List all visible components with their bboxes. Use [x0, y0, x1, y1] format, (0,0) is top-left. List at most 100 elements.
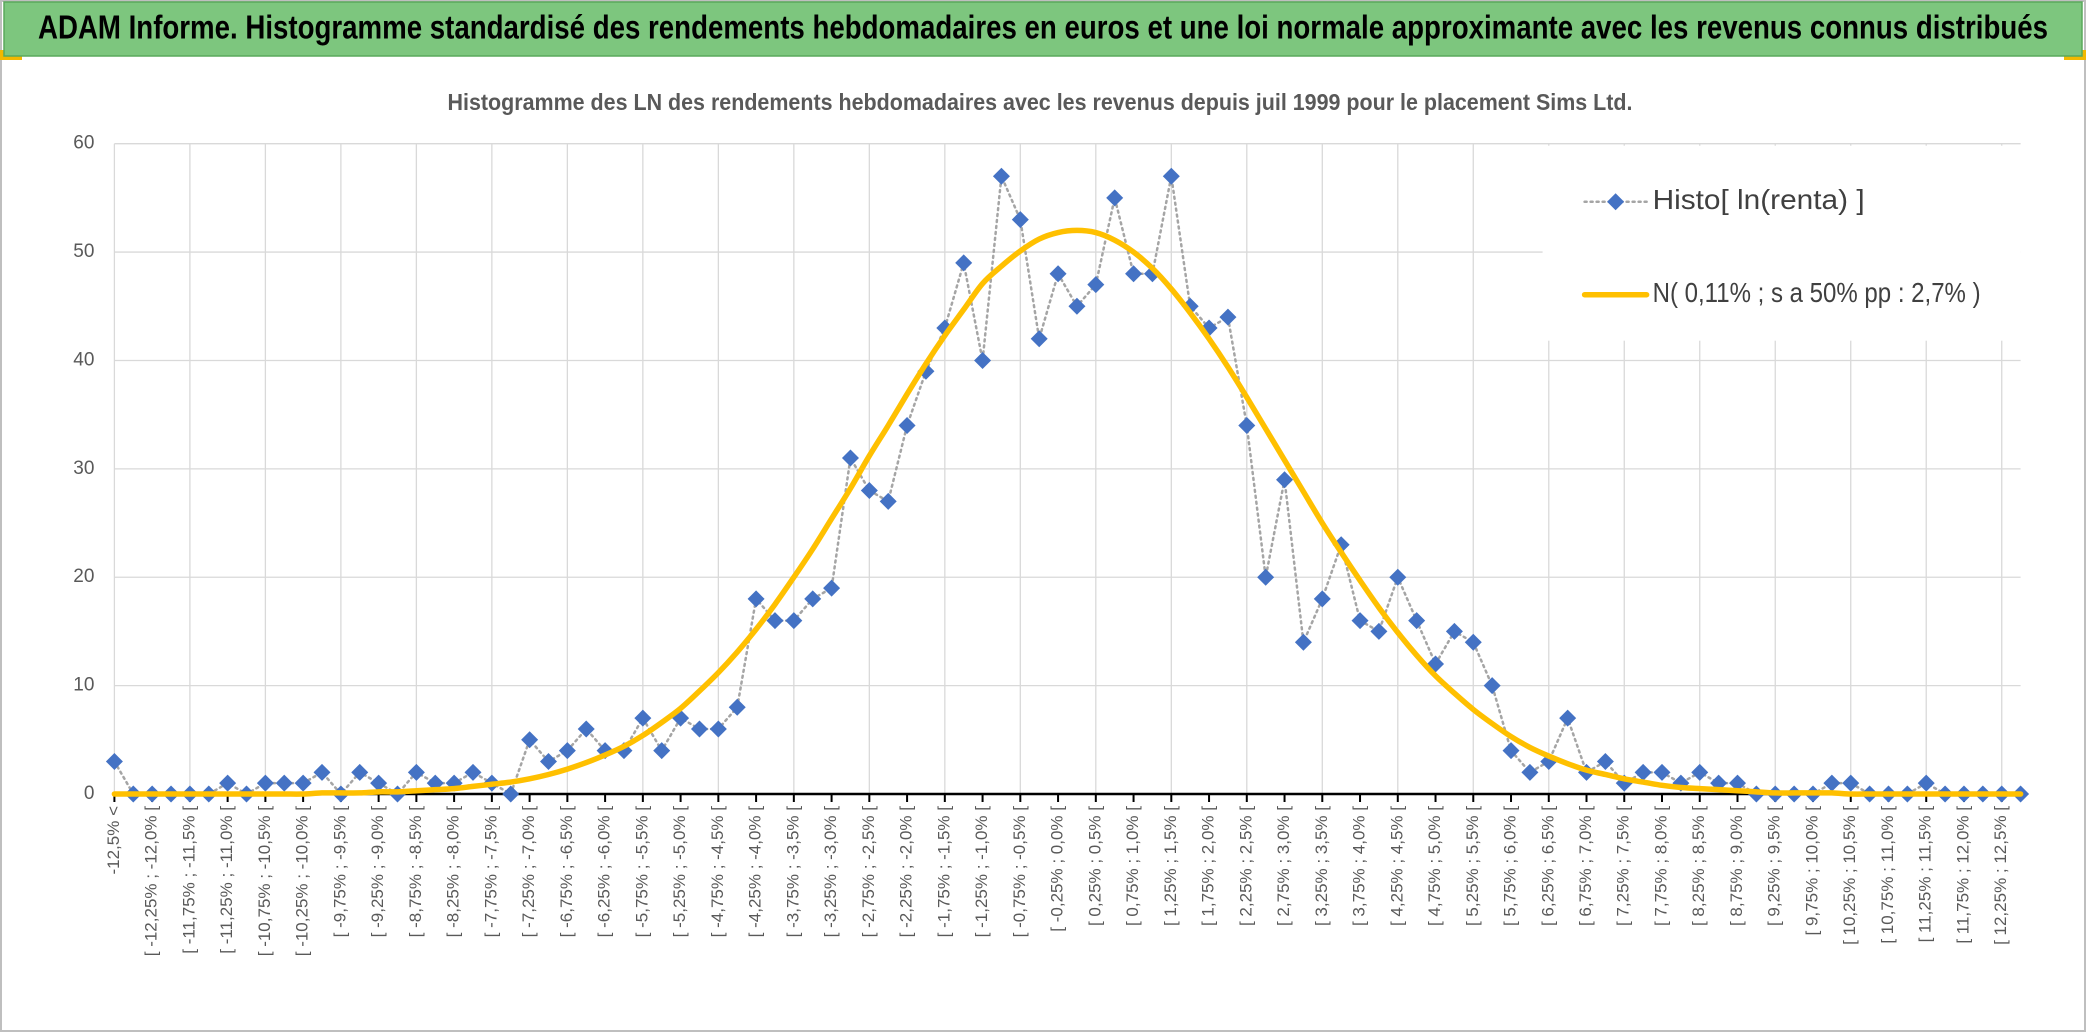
legend-label: Histo[ ln(renta) ]	[1653, 184, 1865, 215]
legend-box	[1542, 145, 2021, 341]
x-tick-label: [ -1,25% ; -1,0% [	[972, 806, 991, 938]
data-point	[766, 612, 784, 630]
data-point	[577, 720, 595, 738]
data-point	[955, 254, 973, 272]
x-tick-label: [ 9,25% ; 9,5% [	[1765, 806, 1784, 926]
data-point	[351, 763, 369, 781]
data-point	[294, 774, 312, 792]
x-tick-label: [ -3,25% ; -3,0% [	[821, 806, 840, 938]
x-tick-label: [ -6,75% ; -6,5% [	[557, 806, 576, 938]
x-tick-label: [ -12,25% ; -12,0% [	[142, 806, 161, 957]
y-tick-label: 10	[73, 675, 94, 696]
x-tick-label: [ 5,25% ; 5,5% [	[1463, 806, 1482, 926]
data-point	[1068, 297, 1086, 315]
x-tick-label: [ 5,75% ; 6,0% [	[1501, 806, 1520, 926]
data-point	[1106, 189, 1124, 207]
data-point	[105, 752, 123, 770]
y-tick-label: 30	[73, 458, 94, 479]
x-tick-label: [ -7,75% ; -7,5% [	[481, 806, 500, 938]
data-point	[690, 720, 708, 738]
x-tick-label: [ 2,25% ; 2,5% [	[1236, 806, 1255, 926]
data-point	[709, 720, 727, 738]
legend-marker	[1607, 193, 1625, 211]
data-point	[1030, 330, 1048, 348]
data-point	[992, 167, 1010, 185]
data-point	[728, 698, 746, 716]
data-point	[502, 785, 520, 803]
x-tick-label: [ 4,75% ; 5,0% [	[1425, 806, 1444, 926]
chart-title: Histogramme des LN des rendements hebdom…	[448, 89, 1633, 115]
x-tick-label: [ -4,25% ; -4,0% [	[746, 806, 765, 938]
data-point	[1823, 774, 1841, 792]
data-point	[974, 351, 992, 369]
x-tick-label: [ 11,75% ; 12,0% [	[1953, 806, 1972, 944]
page-title: ADAM Informe. Histogramme standardisé de…	[38, 9, 2048, 46]
x-tick-label: [ -1,75% ; -1,5% [	[934, 806, 953, 938]
x-tick-label: [ 7,75% ; 8,0% [	[1651, 806, 1670, 926]
data-point	[785, 612, 803, 630]
y-tick-label: 0	[84, 783, 95, 804]
data-point	[1219, 308, 1237, 326]
data-point	[1238, 416, 1256, 434]
x-tick-label: [ 1,75% ; 2,0% [	[1199, 806, 1218, 926]
data-point	[841, 449, 859, 467]
data-point	[558, 742, 576, 760]
data-point	[464, 763, 482, 781]
data-point	[1729, 774, 1747, 792]
data-point	[1842, 774, 1860, 792]
data-point	[1917, 774, 1935, 792]
x-tick-label: [ -9,75% ; -9,5% [	[330, 806, 349, 938]
x-tick-label: [ -5,75% ; -5,5% [	[632, 806, 651, 938]
x-tick-label: [ 10,25% ; 10,5% [	[1840, 806, 1859, 945]
data-point	[1389, 568, 1407, 586]
x-tick-label: [ 0,75% ; 1,0% [	[1123, 806, 1142, 926]
data-point	[1653, 763, 1671, 781]
data-point	[313, 763, 331, 781]
x-tick-label: [ 7,25% ; 7,5% [	[1614, 806, 1633, 926]
x-tick-label: [ 12,25% ; 12,5% [	[1991, 806, 2010, 945]
data-point	[1502, 742, 1520, 760]
x-tick-label: [ -10,25% ; -10,0% [	[293, 806, 312, 957]
x-tick-label: [ -7,25% ; -7,0% [	[519, 806, 538, 938]
data-point	[634, 709, 652, 727]
x-tick-label: [ 0,25% ; 0,5% [	[1085, 806, 1104, 926]
data-point	[804, 590, 822, 608]
x-tick-label: [ 4,25% ; 4,5% [	[1387, 806, 1406, 926]
data-point	[1445, 622, 1463, 640]
x-tick-label: [ -9,25% ; -9,0% [	[368, 806, 387, 938]
data-point	[1276, 471, 1294, 489]
x-tick-label: [ 3,25% ; 3,5% [	[1312, 806, 1331, 926]
x-tick-label: [ 9,75% ; 10,0% [	[1802, 806, 1821, 936]
series-line	[111, 227, 2024, 797]
data-point	[747, 590, 765, 608]
data-point	[256, 774, 274, 792]
x-tick-label: [ 1,25% ; 1,5% [	[1161, 806, 1180, 926]
y-tick-label: 60	[73, 133, 94, 154]
data-point	[1464, 633, 1482, 651]
x-tick-label: [ -5,25% ; -5,0% [	[670, 806, 689, 938]
data-point	[539, 752, 557, 770]
data-point	[653, 742, 671, 760]
data-point	[1634, 763, 1652, 781]
data-point	[1313, 590, 1331, 608]
data-point	[1691, 763, 1709, 781]
header-bar	[3, 1, 2083, 57]
data-point	[1011, 211, 1029, 229]
x-tick-label: [ -8,25% ; -8,0% [	[444, 806, 463, 938]
data-point	[1125, 265, 1143, 283]
data-point	[521, 731, 539, 749]
data-point	[370, 774, 388, 792]
x-tick-label: [ -11,25% ; -11,0% [	[217, 806, 236, 954]
data-point	[1483, 677, 1501, 695]
x-tick-label: [ -4,75% ; -4,5% [	[708, 806, 727, 938]
data-point	[1294, 633, 1312, 651]
data-point	[823, 579, 841, 597]
x-tick-label: -12,5% <	[104, 806, 123, 875]
data-point	[1559, 709, 1577, 727]
x-tick-label: [ -2,25% ; -2,0% [	[897, 806, 916, 938]
data-point	[860, 482, 878, 500]
data-point	[1596, 752, 1614, 770]
x-tick-label: [ -11,75% ; -11,5% [	[179, 806, 198, 954]
